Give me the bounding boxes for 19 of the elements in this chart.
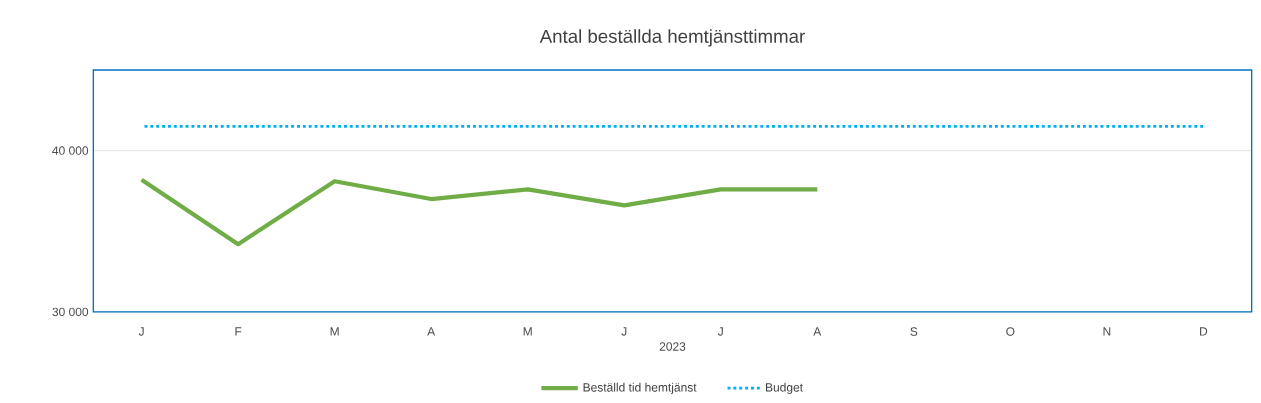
x-tick-label: F xyxy=(235,327,242,336)
x-tick-label: N xyxy=(1103,327,1111,336)
x-tick-label: J xyxy=(621,327,627,336)
x-tick-label: O xyxy=(1006,327,1015,336)
y-tick-label: 40 000 xyxy=(52,146,89,156)
x-tick-label: S xyxy=(910,327,918,336)
x-tick-label: M xyxy=(330,327,339,336)
x-axis-title: 2023 xyxy=(659,342,686,351)
x-tick-label: M xyxy=(523,327,532,336)
x-tick-label: D xyxy=(1200,327,1208,336)
x-tick-label: A xyxy=(427,327,436,336)
y-tick-label: 30 000 xyxy=(52,307,89,317)
legend-label: Beställd tid hemtjänst xyxy=(583,383,697,395)
x-tick-label: J xyxy=(717,327,723,336)
x-tick-label: A xyxy=(813,327,822,336)
x-tick-label: J xyxy=(138,327,144,336)
chart-title: Antal beställda hemtjänsttimmar xyxy=(539,29,805,47)
line-series xyxy=(139,177,820,247)
legend-label: Budget xyxy=(766,383,803,395)
